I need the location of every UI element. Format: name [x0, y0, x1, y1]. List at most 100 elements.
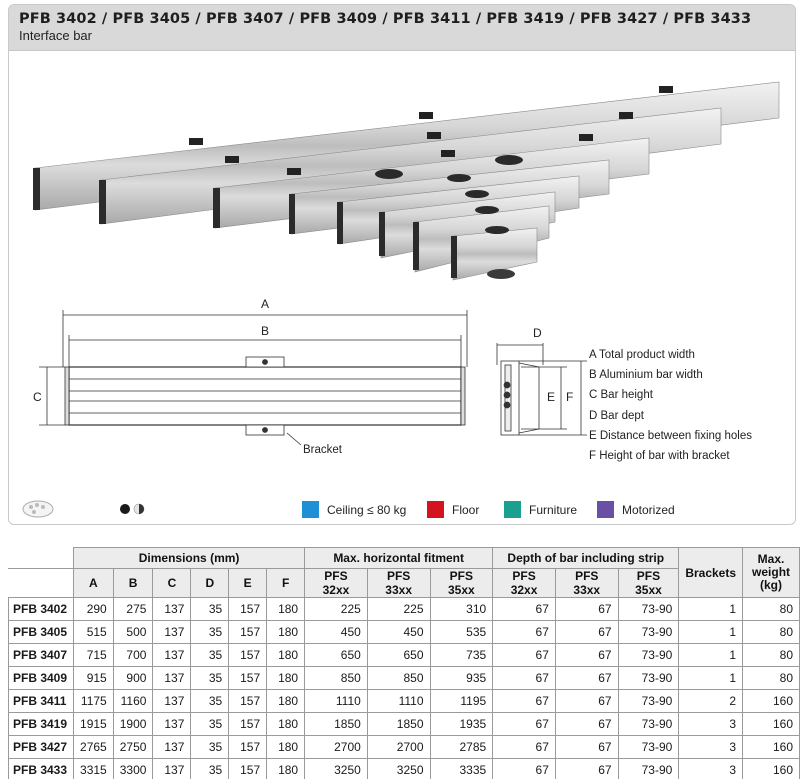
table-cell: 3	[678, 758, 744, 779]
table-cell: 73-90	[617, 758, 680, 779]
bar-3402	[451, 226, 538, 281]
table-cell: 73-90	[617, 689, 680, 713]
weight-header: Max. weight (kg)	[742, 547, 800, 598]
corner-cell	[8, 568, 75, 598]
table-cell: 67	[492, 597, 556, 621]
model-cell: PFB 3427	[7, 735, 75, 759]
table-cell: 67	[554, 666, 619, 690]
legend-furniture: Furniture	[504, 501, 577, 518]
table-cell: 160	[742, 758, 800, 779]
fitment-header: Max. horizontal fitment	[304, 547, 494, 569]
table-cell: 1110	[304, 689, 368, 713]
table-cell: 1160	[112, 689, 154, 713]
side-view	[496, 343, 587, 436]
dimension-legend: A Total product width B Aluminium bar wi…	[589, 345, 752, 466]
table-cell: 1	[678, 643, 744, 667]
table-row: PFB 3427 2765 2750 137 35 157 180 2700 2700 2785 6…	[7, 735, 800, 759]
dim-label-d: D	[533, 326, 542, 340]
table-row: PFB 3407 715 700 137 35 157 180 650 650 735 67 67 73…	[7, 643, 800, 667]
table-cell: 275	[112, 597, 154, 621]
table-cell: 160	[742, 735, 800, 759]
column-header: A	[73, 568, 114, 598]
table-row: PFB 3409 915 900 137 35 157 180 850 850 935 67 67 73…	[7, 666, 800, 690]
legend-floor-label: Floor	[452, 502, 480, 517]
table-cell: 73-90	[617, 643, 680, 667]
brackets-header: Brackets	[678, 547, 744, 598]
column-header: PFS 33xx	[366, 568, 431, 598]
table-cell: 3250	[366, 758, 431, 779]
table-cell: 180	[266, 643, 306, 667]
legend-floor: Floor	[427, 501, 479, 518]
table-cell: 160	[742, 689, 800, 713]
table-cell: 67	[554, 643, 619, 667]
table-cell: 67	[492, 666, 556, 690]
product-panel: PFB 3402 / PFB 3405 / PFB 3407 / PFB 340…	[8, 4, 796, 525]
legend-item: D Bar dept	[589, 409, 644, 422]
legend-item: F Height of bar with bracket	[589, 450, 730, 463]
column-header: E	[228, 568, 268, 598]
column-header: C	[152, 568, 192, 598]
model-cell: PFB 3433	[7, 758, 75, 779]
table-cell: 225	[366, 597, 431, 621]
table-cell: 137	[152, 712, 192, 736]
table-cell: 3335	[429, 758, 494, 779]
table-cell: 73-90	[617, 735, 680, 759]
table-cell: 137	[152, 643, 192, 667]
model-cell: PFB 3407	[7, 643, 75, 667]
legend-item: B Aluminium bar width	[589, 369, 703, 382]
table-cell: 1850	[304, 712, 368, 736]
table-cell: 225	[304, 597, 368, 621]
table-cell: 2785	[429, 735, 494, 759]
table-cell: 157	[228, 643, 268, 667]
table-cell: 180	[266, 597, 306, 621]
dim-label-f: F	[566, 390, 573, 404]
table-cell: 35	[190, 735, 230, 759]
mount-type-row: Ceiling ≤ 80 kg Floor Furniture Motorize…	[9, 493, 795, 523]
table-cell: 3315	[73, 758, 114, 779]
column-header: PFS 32xx	[492, 568, 556, 598]
table-cell: 157	[228, 758, 268, 779]
table-row: PFB 3411 1175 1160 137 35 157 180 1110 1110 1195 6…	[7, 689, 800, 713]
corner-cell	[8, 547, 75, 569]
table-cell: 650	[366, 643, 431, 667]
front-view	[39, 310, 468, 446]
spec-table-wrapper: Dimensions (mm) Max. horizontal fitment …	[7, 547, 800, 779]
table-cell: 67	[492, 735, 556, 759]
table-cell: 67	[492, 620, 556, 644]
column-header: F	[266, 568, 306, 598]
dim-label-c: C	[33, 390, 42, 404]
table-cell: 67	[554, 712, 619, 736]
legend-item: C Bar height	[589, 389, 653, 402]
palette-icon	[22, 500, 54, 518]
column-header: PFS 32xx	[304, 568, 368, 598]
table-cell: 535	[429, 620, 494, 644]
table-cell: 180	[266, 620, 306, 644]
table-cell: 157	[228, 597, 268, 621]
model-cell: PFB 3409	[7, 666, 75, 690]
column-header: PFS 35xx	[617, 568, 680, 598]
table-cell: 3	[678, 735, 744, 759]
table-cell: 35	[190, 758, 230, 779]
ceiling-swatch	[302, 501, 319, 518]
table-cell: 715	[73, 643, 114, 667]
table-cell: 735	[429, 643, 494, 667]
table-cell: 450	[304, 620, 368, 644]
table-cell: 915	[73, 666, 114, 690]
dim-label-a: A	[261, 297, 269, 311]
panel-header: PFB 3402 / PFB 3405 / PFB 3407 / PFB 340…	[9, 5, 795, 51]
table-cell: 67	[554, 620, 619, 644]
table-cell: 35	[190, 712, 230, 736]
table-cell: 137	[152, 758, 192, 779]
table-cell: 67	[554, 758, 619, 779]
table-cell: 180	[266, 735, 306, 759]
product-subtitle: Interface bar	[19, 28, 92, 43]
spec-table: Dimensions (mm) Max. horizontal fitment …	[7, 547, 800, 779]
table-cell: 3	[678, 712, 744, 736]
table-cell: 157	[228, 735, 268, 759]
column-header: PFS 33xx	[554, 568, 619, 598]
table-cell: 67	[554, 689, 619, 713]
technical-drawing: A B C D E F Bracket	[33, 297, 587, 456]
color-options-icon	[120, 503, 145, 515]
table-cell: 900	[112, 666, 154, 690]
dimensions-header: Dimensions (mm)	[73, 547, 306, 569]
